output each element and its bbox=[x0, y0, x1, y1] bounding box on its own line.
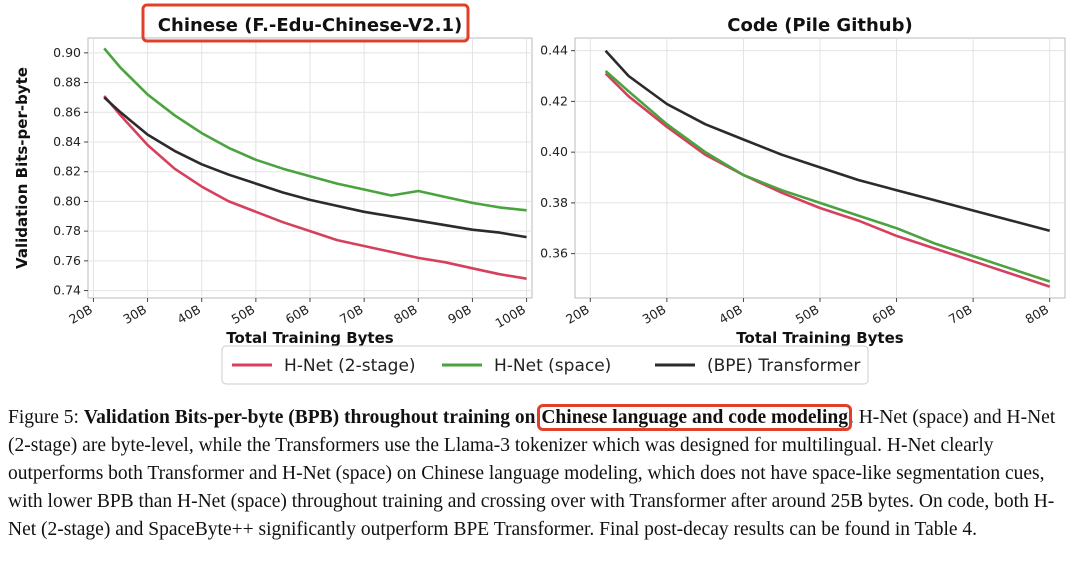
line-series bbox=[604, 70, 1051, 283]
x-tick-label: 70B bbox=[946, 302, 975, 327]
y-tick-label: 0.78 bbox=[53, 223, 81, 238]
x-tick-label: 100B bbox=[492, 302, 528, 331]
y-tick-label: 0.44 bbox=[540, 43, 568, 58]
x-tick-label: 40B bbox=[175, 302, 204, 327]
line-series bbox=[604, 49, 1051, 233]
legend-label: H-Net (space) bbox=[494, 356, 611, 376]
line-series bbox=[103, 47, 527, 212]
y-tick-label: 0.90 bbox=[53, 45, 81, 60]
caption: Figure 5: Validation Bits-per-byte (BPB)… bbox=[8, 404, 1076, 544]
caption-highlight: Chinese language and code modeling bbox=[537, 404, 852, 431]
y-tick-label: 0.88 bbox=[53, 75, 81, 90]
x-tick-label: 90B bbox=[445, 302, 474, 327]
legend-label: (BPE) Transformer bbox=[707, 356, 860, 376]
x-tick-label: 40B bbox=[716, 302, 745, 327]
caption-text: . H-Net (space) and H-Net (2-stage) are … bbox=[8, 407, 1056, 540]
x-tick-label: 50B bbox=[793, 302, 822, 327]
x-axis-label: Total Training Bytes bbox=[736, 329, 903, 347]
x-tick-label: 60B bbox=[283, 302, 312, 327]
highlight-box bbox=[141, 3, 470, 43]
x-tick-label: 30B bbox=[120, 302, 149, 327]
legend-label: H-Net (2-stage) bbox=[284, 356, 416, 376]
line-series bbox=[103, 95, 527, 280]
x-tick-label: 20B bbox=[66, 302, 95, 327]
y-tick-label: 0.36 bbox=[540, 246, 568, 261]
x-axis-label: Total Training Bytes bbox=[226, 329, 393, 347]
y-tick-label: 0.42 bbox=[540, 93, 568, 108]
y-tick-label: 0.38 bbox=[540, 195, 568, 210]
chart-title: Chinese (F.-Edu-Chinese-V2.1) bbox=[158, 15, 462, 36]
y-tick-label: 0.80 bbox=[53, 193, 81, 208]
x-tick-label: 50B bbox=[229, 302, 258, 327]
caption-bold: Validation Bits-per-byte (BPB) throughou… bbox=[83, 407, 541, 428]
y-tick-label: 0.74 bbox=[53, 283, 81, 298]
y-tick-label: 0.82 bbox=[53, 164, 81, 179]
caption-label: Figure 5: bbox=[8, 407, 84, 428]
x-tick-label: 80B bbox=[391, 302, 420, 327]
x-tick-label: 60B bbox=[869, 302, 898, 327]
y-tick-label: 0.86 bbox=[53, 104, 81, 119]
x-tick-label: 80B bbox=[1022, 302, 1051, 327]
y-tick-label: 0.76 bbox=[53, 253, 81, 268]
chart-title: Code (Pile Github) bbox=[727, 15, 912, 36]
x-tick-label: 20B bbox=[563, 302, 592, 327]
figure: 0.74 0.76 0.78 0.80 0.82 0.84 0.86 0.88 0.90 20B 3… bbox=[13, 3, 1066, 385]
y-tick-label: 0.84 bbox=[53, 134, 81, 149]
y-axis-label: Validation Bits-per-byte bbox=[13, 67, 31, 269]
line-series bbox=[604, 72, 1051, 288]
line-series bbox=[103, 96, 527, 239]
legend bbox=[221, 345, 869, 385]
x-tick-label: 70B bbox=[337, 302, 366, 327]
y-tick-label: 0.40 bbox=[540, 144, 568, 159]
x-tick-label: 30B bbox=[640, 302, 669, 327]
